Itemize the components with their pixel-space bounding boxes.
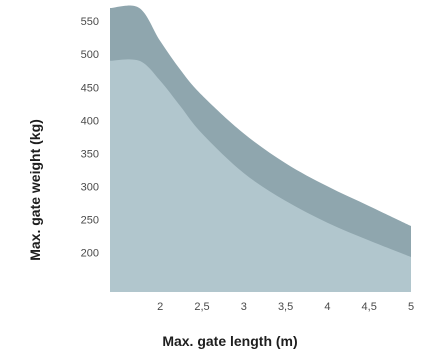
y-tick-label: 550 — [81, 16, 99, 28]
y-tick-label: 200 — [81, 247, 99, 259]
x-tick-label: 5 — [408, 301, 414, 313]
y-tick-label: 300 — [81, 181, 99, 193]
y-tick-label: 400 — [81, 115, 99, 127]
x-tick-label: 4,5 — [362, 301, 377, 313]
y-tick-labels: 550 500 450 400 350 300 250 200 — [81, 16, 99, 259]
x-tick-label: 4 — [324, 301, 330, 313]
y-axis-title: Max. gate weight (kg) — [27, 119, 43, 261]
x-tick-label: 3 — [241, 301, 247, 313]
y-tick-label: 500 — [81, 49, 99, 61]
y-tick-label: 250 — [81, 214, 99, 226]
x-tick-label: 2 — [157, 301, 163, 313]
x-tick-labels: 2 2,5 3 3,5 4 4,5 5 — [157, 301, 414, 313]
chart-areas — [110, 5, 411, 293]
x-axis-title: Max. gate length (m) — [162, 333, 297, 349]
area-band-2 — [110, 59, 411, 293]
y-tick-label: 450 — [81, 82, 99, 94]
y-tick-label: 350 — [81, 148, 99, 160]
x-tick-label: 3,5 — [278, 301, 293, 313]
x-tick-label: 2,5 — [194, 301, 209, 313]
